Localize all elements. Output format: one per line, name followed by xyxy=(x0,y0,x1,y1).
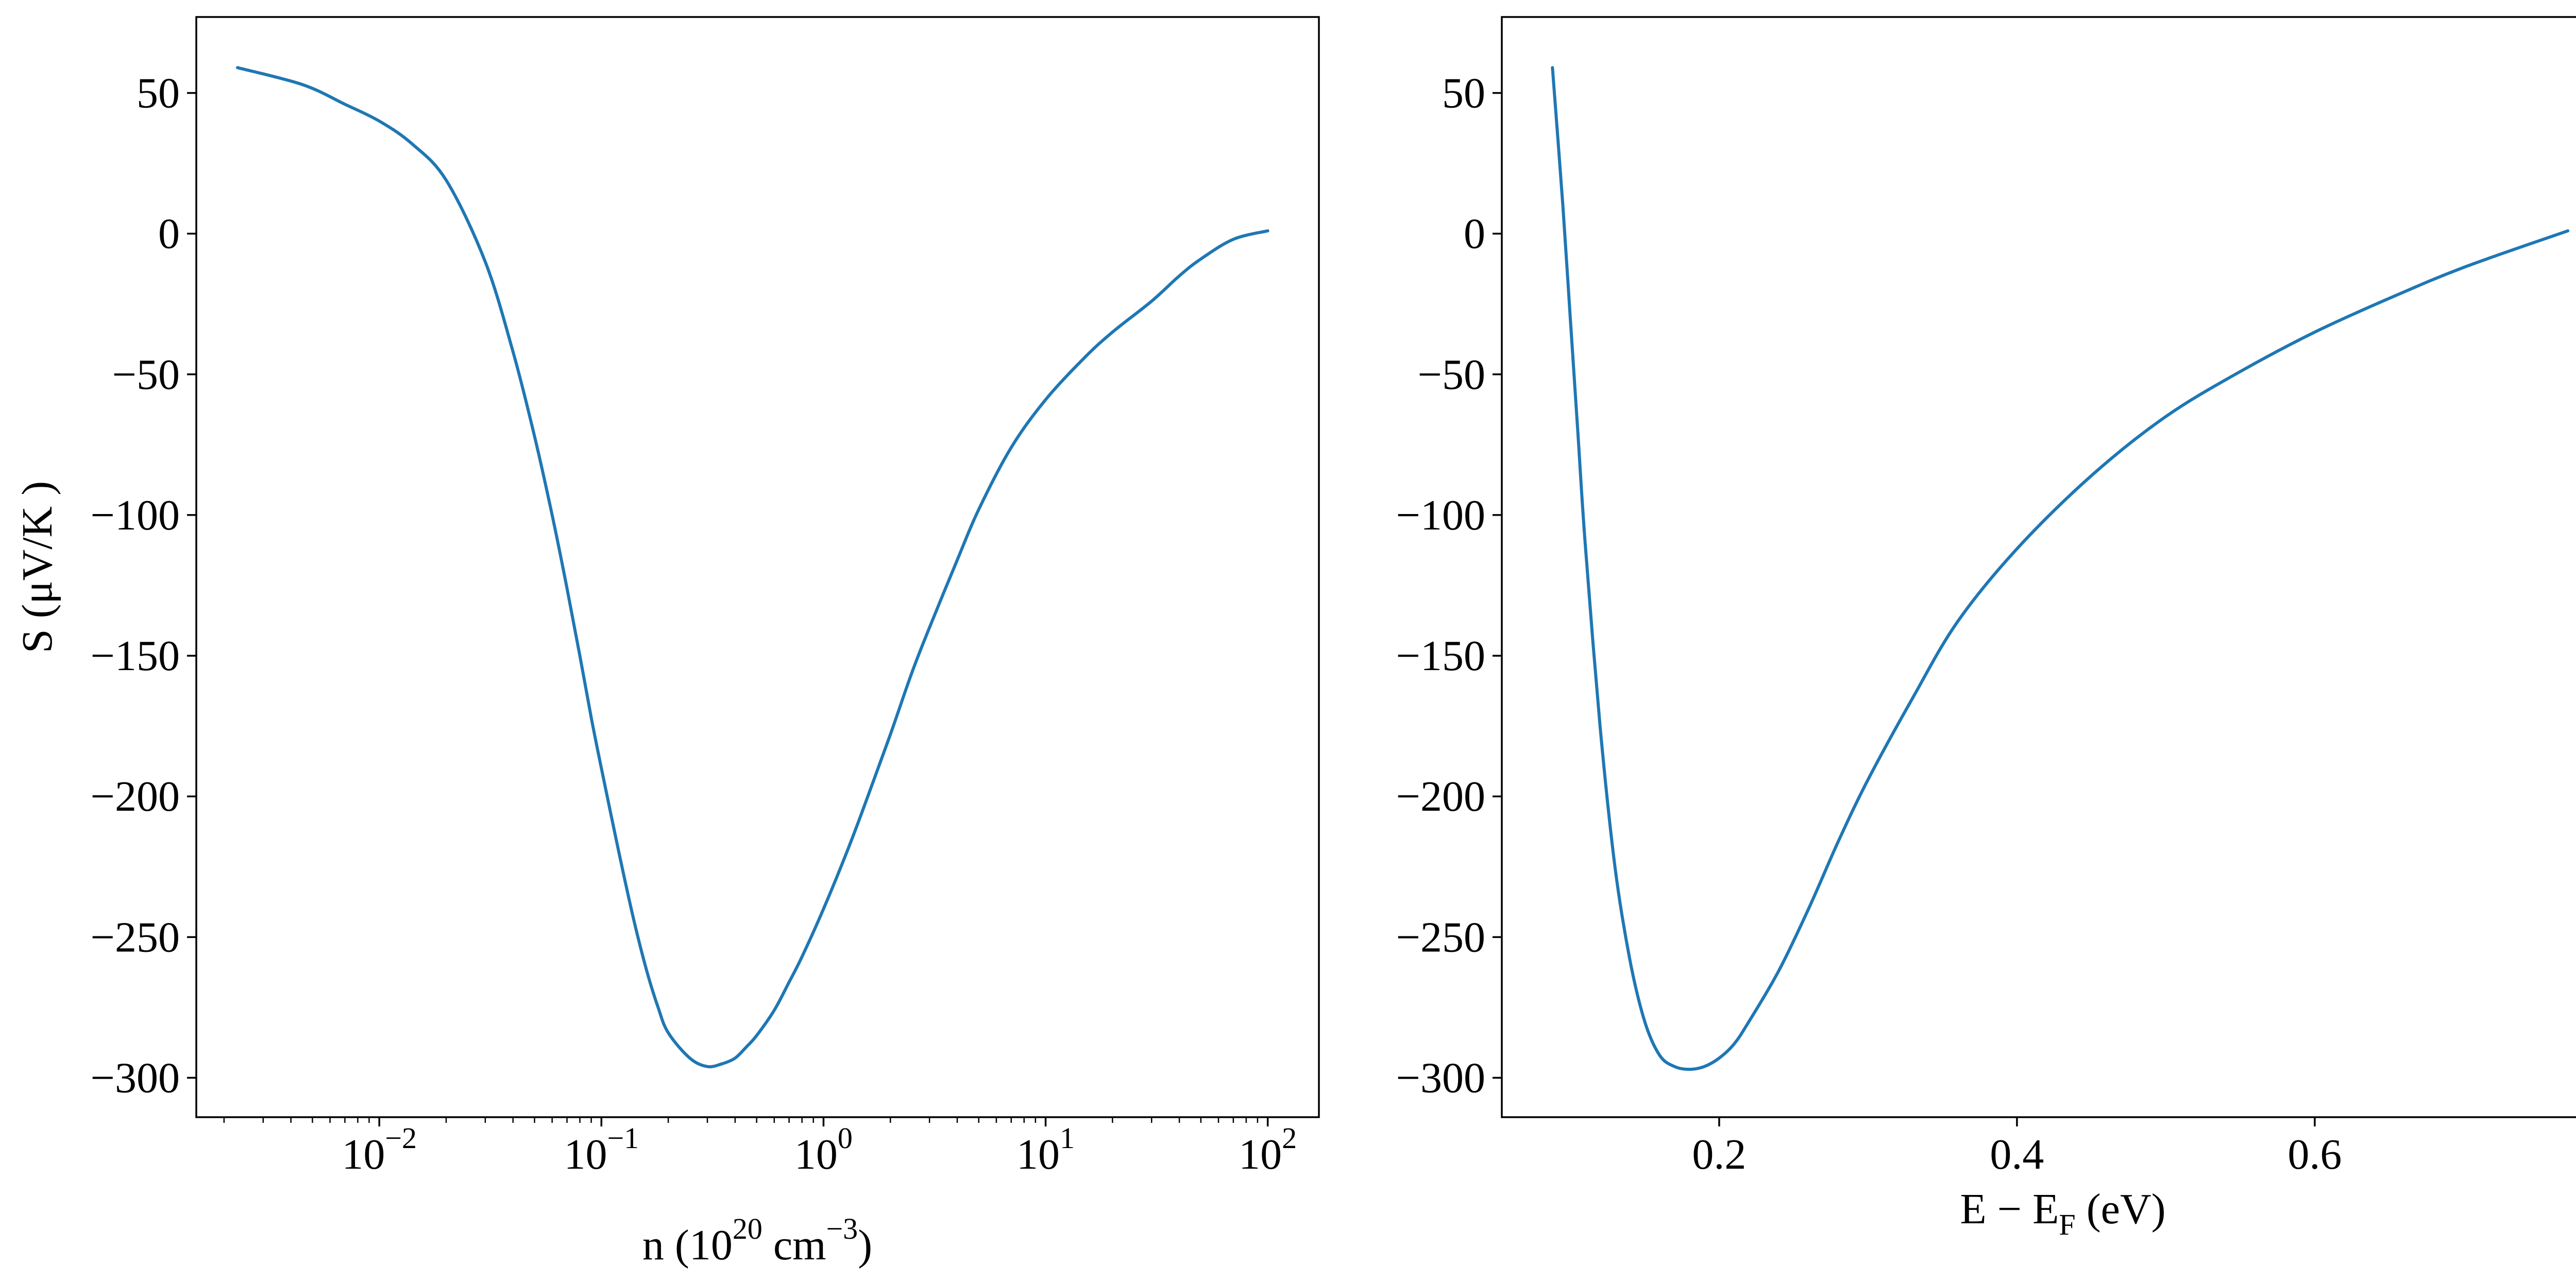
x-tick-label: 0.4 xyxy=(1990,1131,2044,1178)
y-tick-label: −150 xyxy=(91,632,180,680)
tick-group-left: 50 0 −50 −100 −150 −200 −250 −300 10−2 10−1 100 101… xyxy=(91,69,1297,1178)
y-tick-label: −50 xyxy=(1418,351,1485,399)
plot-frame-right xyxy=(1501,16,2576,1118)
x-axis-label-right: E − EF (eV) xyxy=(1960,1185,2165,1241)
x-tick-label: 0.6 xyxy=(2287,1131,2342,1178)
x-tick-label: 0.2 xyxy=(1692,1131,1746,1178)
y-tick-label: 50 xyxy=(1442,69,1485,117)
x-tick-label: 102 xyxy=(1239,1121,1297,1178)
x-tick-label: 10−1 xyxy=(564,1121,639,1178)
x-tick-label: 10−2 xyxy=(342,1121,417,1178)
y-tick-label: −250 xyxy=(91,913,180,961)
y-tick-label: 0 xyxy=(158,210,180,258)
y-axis-label: S (μV/K ) xyxy=(13,481,61,653)
y-tick-label: −200 xyxy=(91,773,180,821)
y-tick-label: −50 xyxy=(112,351,180,399)
y-tick-label: −200 xyxy=(1396,773,1485,821)
series-line-left xyxy=(236,66,1269,1069)
x-tick-label: 101 xyxy=(1016,1121,1075,1178)
x-axis-label-left: n (1020 cm−3) xyxy=(642,1212,872,1269)
series-line-right xyxy=(1551,66,2570,1071)
y-tick-label: −300 xyxy=(1396,1054,1485,1102)
y-tick-label: −150 xyxy=(1396,632,1485,680)
y-tick-label: 0 xyxy=(1464,210,1485,258)
plot-frame-left xyxy=(195,16,1320,1118)
y-tick-label: 50 xyxy=(137,69,180,117)
y-tick-label: −300 xyxy=(91,1054,180,1102)
x-tick-label: 100 xyxy=(794,1121,853,1178)
y-tick-label: −100 xyxy=(1396,491,1485,539)
y-tick-label: −250 xyxy=(1396,913,1485,961)
y-tick-label: −100 xyxy=(91,491,180,539)
panel-left: 50 0 −50 −100 −150 −200 −250 −300 10−2 10−1 100 101… xyxy=(13,16,1320,1269)
